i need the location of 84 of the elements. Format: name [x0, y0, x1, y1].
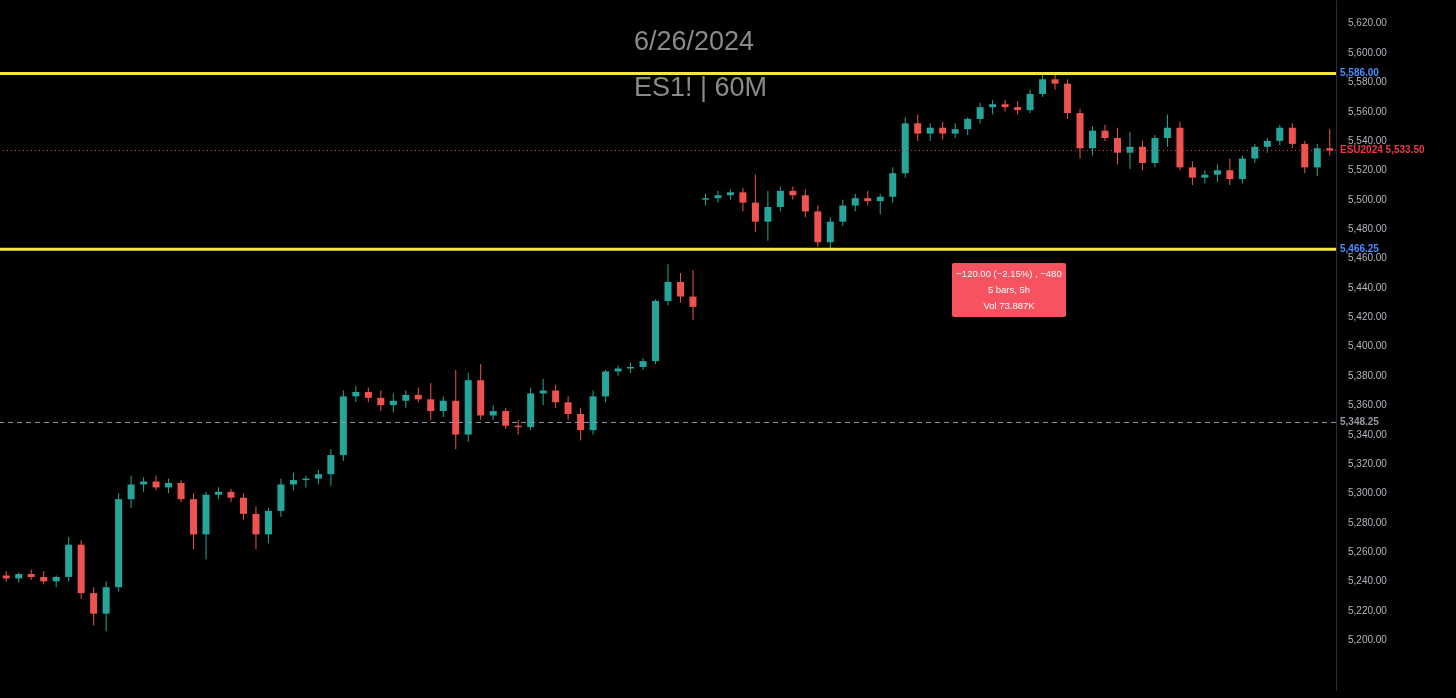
candlestick [1288, 122, 1296, 149]
candlestick [1201, 169, 1209, 185]
y-tick-label: 5,560.00 [1348, 105, 1388, 117]
candlestick [1238, 155, 1246, 185]
candlestick [564, 395, 572, 421]
candlestick [552, 384, 560, 409]
candlestick [976, 102, 984, 124]
candlestick [751, 174, 759, 233]
y-tick-label: 5,420.00 [1348, 311, 1388, 323]
candlestick [614, 365, 622, 377]
candlestick [839, 199, 847, 227]
y-tick-label: 5,460.00 [1348, 252, 1388, 264]
candlestick [1276, 124, 1284, 146]
candlestick [1301, 140, 1309, 174]
candlestick [1313, 143, 1321, 177]
candlestick [1001, 99, 1009, 113]
y-tick-label: 5,200.00 [1348, 634, 1388, 646]
candlestick [789, 185, 797, 201]
candlestick [876, 193, 884, 215]
y-tick-label: 5,600.00 [1348, 46, 1388, 58]
candlestick [439, 395, 447, 418]
y-tick-label: 5,240.00 [1348, 575, 1388, 587]
candlestick [252, 505, 260, 550]
annotation: −120.00 (−2.15%) , −480 [955, 267, 1063, 281]
y-tick-label: 5,480.00 [1348, 223, 1388, 235]
y-tick-label: 5,340.00 [1348, 428, 1388, 440]
y-tick-label: 5,300.00 [1348, 487, 1388, 499]
candlestick [377, 390, 385, 412]
candlestick [1163, 114, 1171, 148]
candlestick [764, 190, 772, 242]
candlestick [389, 392, 397, 414]
y-tick-label: 5,280.00 [1348, 516, 1388, 528]
candlestick [676, 272, 684, 303]
annotation: Vol 73.887K [982, 299, 1036, 313]
y-tick-label: 5,400.00 [1348, 340, 1388, 352]
candlestick [1114, 127, 1121, 165]
candlestick [427, 382, 435, 421]
text: ES1! | 60M [634, 71, 768, 104]
y-tick-label: 5,520.00 [1348, 164, 1388, 176]
candlestick [1188, 160, 1196, 186]
ref-line-label: 5,348.25 [1340, 416, 1380, 428]
y-tick-label: 5,540.00 [1348, 134, 1388, 146]
candlestick [889, 166, 897, 204]
candlestick [1126, 131, 1134, 170]
y-tick-label: 5,620.00 [1348, 17, 1388, 29]
candlestick [327, 448, 335, 487]
ref-line-label: ESU2024 5,533.50 [1340, 144, 1425, 156]
y-tick-label: 5,360.00 [1348, 399, 1388, 411]
candlestick [1326, 128, 1334, 157]
candlestick [1226, 158, 1234, 186]
candlestick [352, 385, 360, 403]
candlestick [177, 479, 185, 503]
y-tick-label: 5,500.00 [1348, 193, 1388, 205]
candlestick [227, 488, 235, 503]
candlestick [739, 187, 747, 212]
candlestick [1251, 143, 1259, 164]
candlestick [264, 507, 272, 544]
candlestick [90, 586, 98, 626]
candlestick [689, 269, 697, 321]
candlestick [914, 114, 922, 142]
candlestick [1026, 89, 1034, 114]
candlestick [1089, 125, 1097, 157]
candlestick [1051, 72, 1059, 91]
candlestick [1138, 140, 1146, 171]
candlestick [239, 492, 247, 521]
candlestick [577, 407, 585, 441]
y-tick-label: 5,440.00 [1348, 281, 1388, 293]
candlestick [776, 185, 784, 212]
y-tick-label: 5,380.00 [1348, 369, 1388, 381]
y-tick-label: 5,320.00 [1348, 457, 1388, 469]
y-tick-label: 5,220.00 [1348, 604, 1388, 616]
candlestick [664, 263, 672, 306]
text: 6/26/2024 [634, 25, 756, 58]
candlestick [639, 357, 647, 371]
candlestick [1039, 72, 1047, 98]
candlestick [714, 190, 722, 204]
y-tick-label: 5,580.00 [1348, 76, 1388, 88]
candlestick [826, 216, 834, 251]
y-tick-label: 5,260.00 [1348, 546, 1388, 557]
ref-line-label: 5,466.25 [1340, 243, 1380, 255]
candlestick [801, 188, 809, 218]
candlestick [1101, 124, 1109, 142]
annotation: 5 bars, 5h [986, 283, 1032, 297]
candlestick [127, 475, 135, 509]
